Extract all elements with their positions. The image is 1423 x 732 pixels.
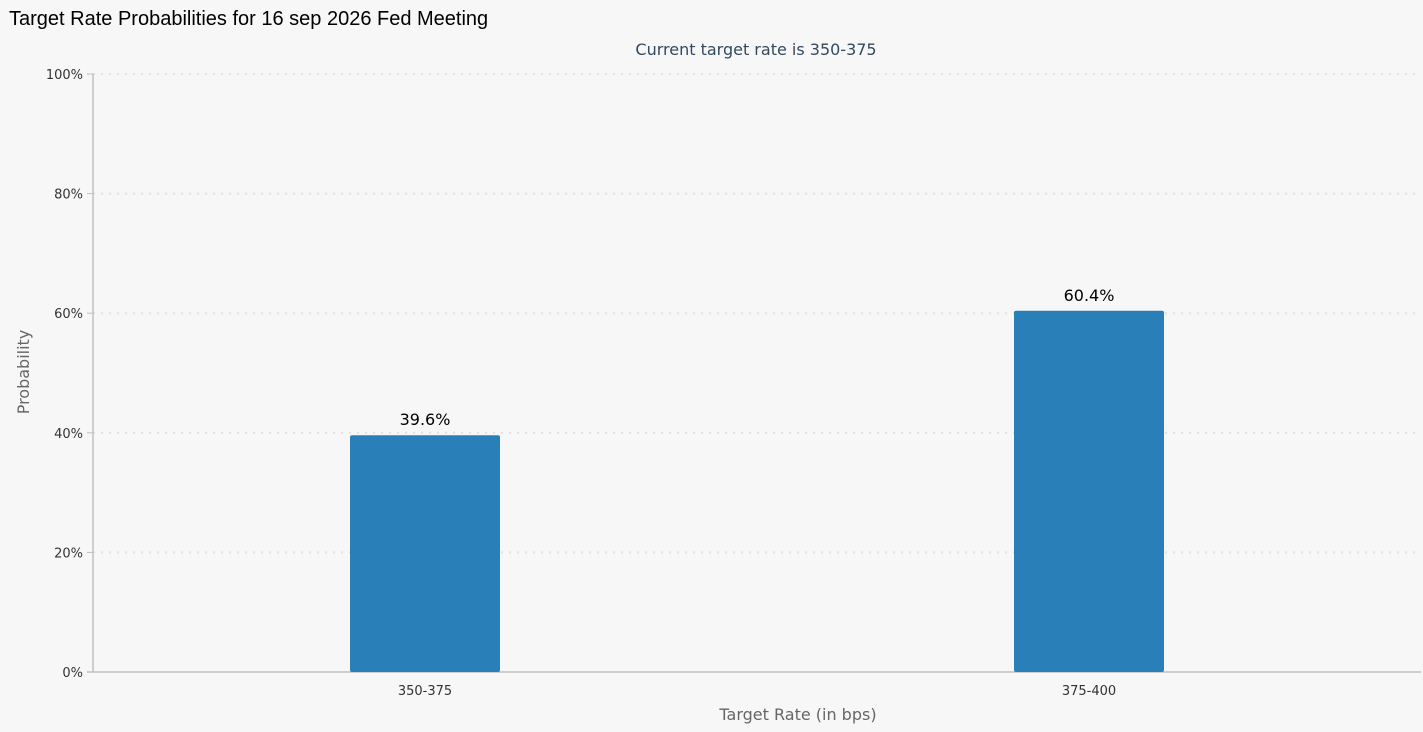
y-tick-labels: 0% 20% 40% 60% 80% 100% (46, 68, 83, 681)
bar-375-400[interactable] (1014, 310, 1164, 672)
data-label: 39.6% (400, 410, 451, 429)
x-tick-label: 375-400 (1062, 684, 1116, 699)
y-tick-label: 0% (62, 666, 83, 681)
bar-350-375[interactable] (350, 435, 500, 672)
x-axis-title: Target Rate (in bps) (718, 705, 876, 724)
data-label: 60.4% (1064, 286, 1115, 305)
y-tick-label: 100% (46, 68, 83, 83)
y-tick-label: 60% (54, 307, 83, 322)
y-axis-title: Probability (14, 330, 33, 415)
y-tick-label: 20% (54, 546, 83, 561)
y-tick-label: 80% (54, 188, 83, 203)
data-labels: 39.6% 60.4% (400, 286, 1115, 429)
x-tick-labels: 350-375 375-400 (398, 684, 1116, 699)
y-tick-label: 40% (54, 427, 83, 442)
x-tick-label: 350-375 (398, 684, 452, 699)
gridlines (93, 73, 1421, 554)
bars (350, 310, 1164, 672)
page-title: Target Rate Probabilities for 16 sep 202… (9, 8, 489, 30)
axes (87, 73, 1421, 673)
chart-subtitle: Current target rate is 350-375 (635, 40, 876, 59)
